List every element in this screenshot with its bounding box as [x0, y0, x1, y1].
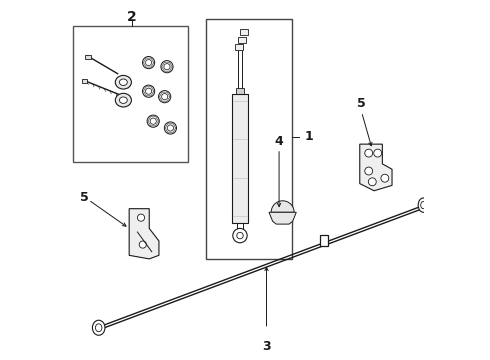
Polygon shape [360, 144, 392, 191]
Circle shape [233, 228, 247, 243]
Ellipse shape [93, 320, 105, 335]
Circle shape [150, 118, 156, 124]
Bar [236, 88, 244, 94]
Wedge shape [271, 201, 294, 212]
Circle shape [164, 122, 176, 134]
Bar [205, 19, 292, 259]
Circle shape [381, 174, 389, 182]
Circle shape [365, 167, 373, 175]
Circle shape [161, 60, 173, 73]
Circle shape [139, 241, 147, 248]
Polygon shape [269, 212, 296, 224]
Bar [82, 79, 87, 83]
Text: 2: 2 [127, 10, 137, 24]
Bar [238, 37, 245, 42]
Ellipse shape [96, 324, 102, 332]
Circle shape [159, 91, 171, 103]
Polygon shape [129, 209, 159, 259]
Bar [320, 235, 328, 246]
Circle shape [162, 94, 168, 100]
Circle shape [147, 115, 159, 127]
Circle shape [146, 59, 151, 66]
Circle shape [143, 85, 155, 97]
Circle shape [137, 214, 145, 221]
Bar [232, 94, 248, 223]
Ellipse shape [115, 93, 131, 107]
Ellipse shape [120, 79, 127, 85]
Circle shape [374, 149, 382, 157]
Text: 4: 4 [275, 135, 283, 148]
Bar [235, 44, 243, 50]
Circle shape [237, 232, 243, 239]
Text: 3: 3 [262, 339, 271, 352]
Circle shape [143, 57, 155, 69]
Text: 5: 5 [357, 97, 366, 110]
Bar [73, 26, 188, 162]
Circle shape [368, 178, 376, 186]
Ellipse shape [421, 202, 426, 209]
Text: 5: 5 [80, 192, 89, 204]
Text: 1: 1 [304, 130, 313, 144]
Circle shape [365, 149, 373, 157]
Circle shape [146, 88, 151, 94]
Bar [240, 30, 247, 35]
Bar [85, 55, 91, 59]
Circle shape [164, 64, 170, 70]
Ellipse shape [120, 97, 127, 103]
Ellipse shape [418, 198, 428, 212]
Ellipse shape [115, 76, 131, 89]
Circle shape [168, 125, 173, 131]
